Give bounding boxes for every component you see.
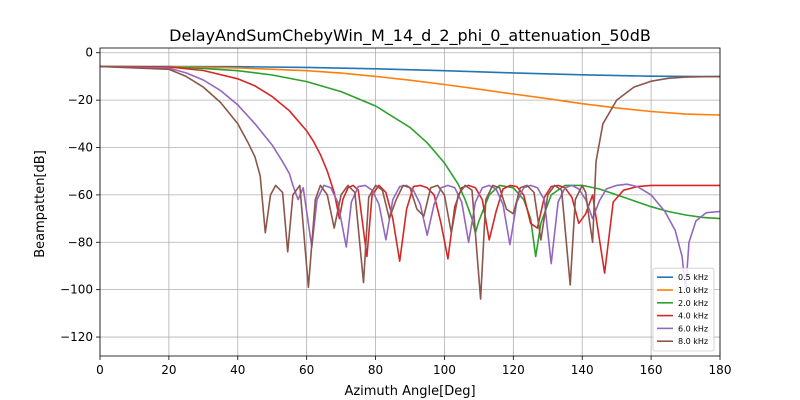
legend-box bbox=[652, 267, 715, 352]
x-tick-label: 0 bbox=[96, 363, 104, 377]
y-tick-label: −40 bbox=[68, 141, 93, 155]
series-line-2 bbox=[100, 65, 720, 258]
y-tick-label: −20 bbox=[68, 93, 93, 107]
plot-area: 0 20 40 60 80 100 120 140 160 180 0 −20 −40 −60 −80 −10… bbox=[60, 46, 731, 377]
y-tick-label: −120 bbox=[60, 330, 93, 344]
legend-entry-0: 0.5 kHz bbox=[678, 273, 708, 282]
legend-entry-5: 8.0 kHz bbox=[678, 337, 708, 346]
chart-title: DelayAndSumChebyWin_M_14_d_2_phi_0_atten… bbox=[169, 26, 651, 46]
series-line-5 bbox=[100, 65, 720, 300]
x-tick-label: 80 bbox=[368, 363, 383, 377]
series-line-1 bbox=[100, 65, 720, 116]
y-tick-label: −100 bbox=[60, 283, 93, 297]
series-line-4 bbox=[100, 65, 720, 291]
axes-frame bbox=[99, 47, 721, 357]
y-tick-label: 0 bbox=[85, 46, 93, 60]
x-tick-label: 120 bbox=[502, 363, 525, 377]
x-tick-label: 160 bbox=[640, 363, 663, 377]
legend-entry-2: 2.0 kHz bbox=[678, 299, 708, 308]
y-tick-label: −80 bbox=[68, 235, 93, 249]
x-tick-label: 60 bbox=[299, 363, 314, 377]
legend-entry-4: 6.0 kHz bbox=[678, 324, 708, 333]
legend: 0.5 kHz 1.0 kHz 2.0 kHz 4.0 kHz 6.0 kHz 8.0 k… bbox=[652, 267, 715, 352]
x-axis-label: Azimuth Angle[Deg] bbox=[344, 384, 475, 399]
x-tick-label: 180 bbox=[709, 363, 732, 377]
legend-entry-3: 4.0 kHz bbox=[678, 312, 708, 321]
x-tick-label: 20 bbox=[161, 363, 176, 377]
x-tick-label: 140 bbox=[571, 363, 594, 377]
legend-entry-1: 1.0 kHz bbox=[678, 286, 708, 295]
series-group bbox=[100, 65, 720, 300]
x-tick-label: 40 bbox=[230, 363, 245, 377]
x-tick-label: 100 bbox=[433, 363, 456, 377]
y-axis-label: Beampatten[dB] bbox=[33, 150, 48, 258]
y-tick-label: −60 bbox=[68, 188, 93, 202]
